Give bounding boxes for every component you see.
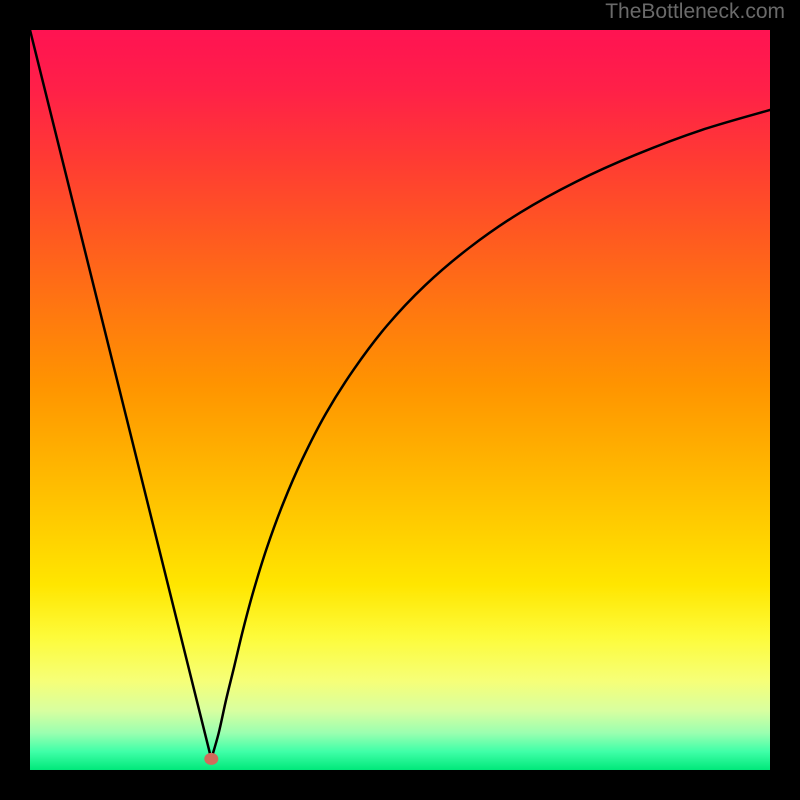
plot-area	[30, 30, 770, 770]
watermark-text: TheBottleneck.com	[605, 0, 785, 24]
plot-background	[30, 30, 770, 770]
chart-frame: TheBottleneck.com	[0, 0, 800, 800]
minimum-marker	[204, 753, 218, 765]
plot-svg	[30, 30, 770, 770]
